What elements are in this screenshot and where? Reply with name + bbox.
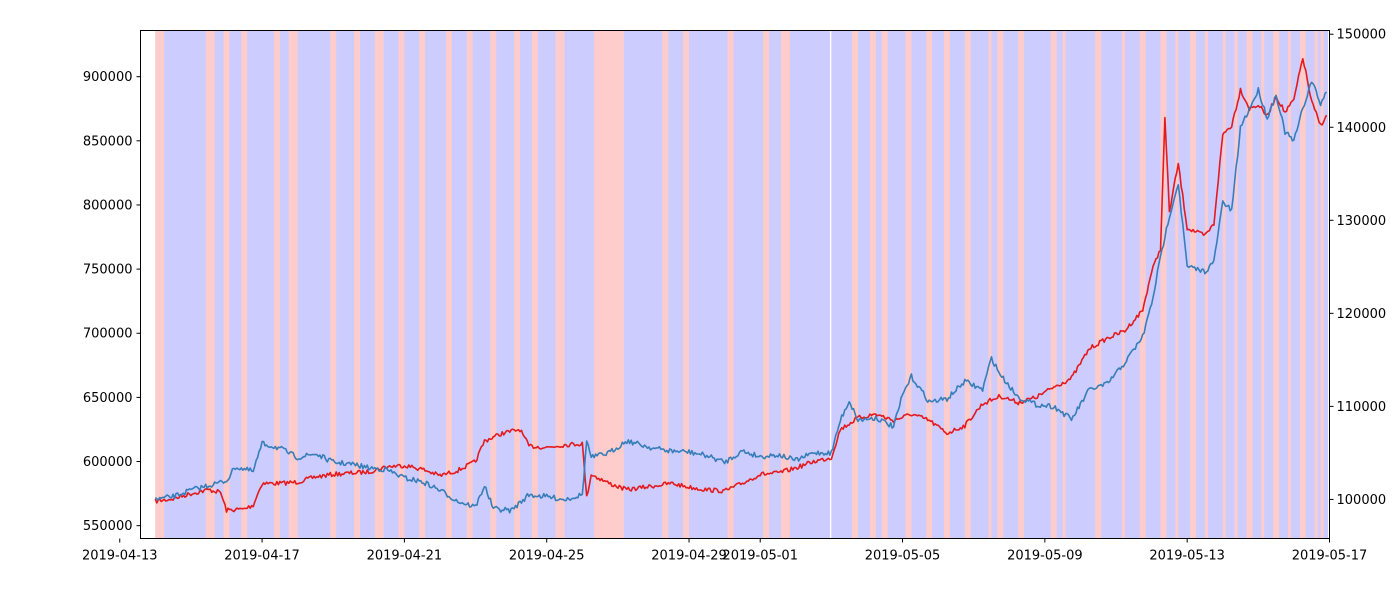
x-axis: 2019-04-13 2019-04-17 2019-04-21 2019-04-25… xyxy=(82,538,1368,564)
band-red-19 xyxy=(683,30,690,539)
x-tick-label-7: 2019-05-09 xyxy=(1007,549,1083,564)
band-red-0 xyxy=(155,30,165,539)
band-red-49 xyxy=(1314,30,1318,539)
series-lines xyxy=(154,57,1328,514)
band-red-5 xyxy=(288,30,298,539)
y-axis-left: 550000 600000 650000 700000 750000 800000 8500… xyxy=(83,70,141,534)
band-red-1 xyxy=(205,30,215,539)
x-tick-label-5: 2019-05-01 xyxy=(722,549,798,564)
y-axis-right: 100000 110000 120000 130000 140000 150000 xyxy=(1329,28,1387,508)
band-red-9 xyxy=(398,30,405,539)
y-left-tick-label-1: 600000 xyxy=(83,455,133,470)
x-tick-label-9: 2019-05-17 xyxy=(1292,549,1368,564)
band-red-8 xyxy=(374,30,384,539)
band-red-42 xyxy=(1222,30,1226,539)
band-red-23 xyxy=(852,30,859,539)
band-red-32 xyxy=(1018,30,1025,539)
band-red-45 xyxy=(1261,30,1265,539)
y-left-tick-label-2: 650000 xyxy=(83,391,133,406)
band-red-34 xyxy=(1062,30,1066,539)
y-left-tick-label-3: 700000 xyxy=(83,327,133,342)
band-red-18 xyxy=(662,30,669,539)
y-left-tick-label-7: 900000 xyxy=(83,70,133,85)
band-red-17 xyxy=(594,30,624,539)
y-left-tick-label-4: 750000 xyxy=(83,263,133,278)
band-red-35 xyxy=(1095,30,1102,539)
band-red-10 xyxy=(419,30,426,539)
band-red-33 xyxy=(1050,30,1057,539)
band-red-38 xyxy=(1160,30,1167,539)
band-red-41 xyxy=(1204,30,1208,539)
x-tick-label-4: 2019-04-29 xyxy=(651,549,727,564)
band-red-25 xyxy=(881,30,888,539)
band-red-27 xyxy=(926,30,933,539)
y-left-tick-label-0: 550000 xyxy=(83,519,133,534)
y-right-tick-label-0: 100000 xyxy=(1337,493,1387,508)
band-red-7 xyxy=(353,30,360,539)
band-red-37 xyxy=(1139,30,1146,539)
x-tick-label-8: 2019-05-13 xyxy=(1149,549,1225,564)
band-red-48 xyxy=(1299,30,1306,539)
band-red-31 xyxy=(997,30,1004,539)
x-tick-label-6: 2019-05-05 xyxy=(865,549,941,564)
band-red-2 xyxy=(223,30,230,539)
band-gap-0 xyxy=(829,30,832,539)
y-right-tick-label-2: 120000 xyxy=(1337,307,1387,322)
series-line-left xyxy=(154,57,1328,513)
x-tick-label-3: 2019-04-25 xyxy=(509,549,585,564)
band-red-4 xyxy=(273,30,280,539)
y-right-tick-label-4: 140000 xyxy=(1337,121,1387,136)
series-line-right xyxy=(154,81,1328,514)
band-red-39 xyxy=(1175,30,1179,539)
band-red-29 xyxy=(964,30,971,539)
band-red-40 xyxy=(1190,30,1197,539)
background-bands xyxy=(155,30,1329,539)
plot-frame xyxy=(140,30,1330,539)
x-tick-label-0: 2019-04-13 xyxy=(82,549,158,564)
y-left-tick-label-6: 850000 xyxy=(83,134,133,149)
y-right-tick-label-1: 110000 xyxy=(1337,400,1387,415)
band-red-36 xyxy=(1121,30,1125,539)
band-red-15 xyxy=(531,30,538,539)
band-red-6 xyxy=(330,30,337,539)
y-left-tick-label-5: 800000 xyxy=(83,198,133,213)
y-right-tick-label-3: 130000 xyxy=(1337,214,1387,229)
y-right-tick-label-5: 150000 xyxy=(1337,28,1387,43)
x-tick-label-1: 2019-04-17 xyxy=(224,549,300,564)
band-red-44 xyxy=(1246,30,1253,539)
band-red-24 xyxy=(869,30,876,539)
band-red-28 xyxy=(944,30,950,539)
band-red-12 xyxy=(466,30,473,539)
band-red-43 xyxy=(1234,30,1238,539)
band-red-26 xyxy=(905,30,912,539)
band-red-50 xyxy=(1320,30,1324,539)
band-red-21 xyxy=(763,30,770,539)
band-red-30 xyxy=(988,30,992,539)
band-blue xyxy=(155,30,1329,539)
band-red-11 xyxy=(445,30,452,539)
band-red-22 xyxy=(780,30,790,539)
band-red-46 xyxy=(1273,30,1280,539)
band-red-14 xyxy=(514,30,521,539)
x-tick-label-2: 2019-04-21 xyxy=(367,549,443,564)
band-red-47 xyxy=(1287,30,1291,539)
band-red-20 xyxy=(727,30,734,539)
band-red-13 xyxy=(490,30,497,539)
band-red-16 xyxy=(555,30,565,539)
band-red-3 xyxy=(241,30,248,539)
